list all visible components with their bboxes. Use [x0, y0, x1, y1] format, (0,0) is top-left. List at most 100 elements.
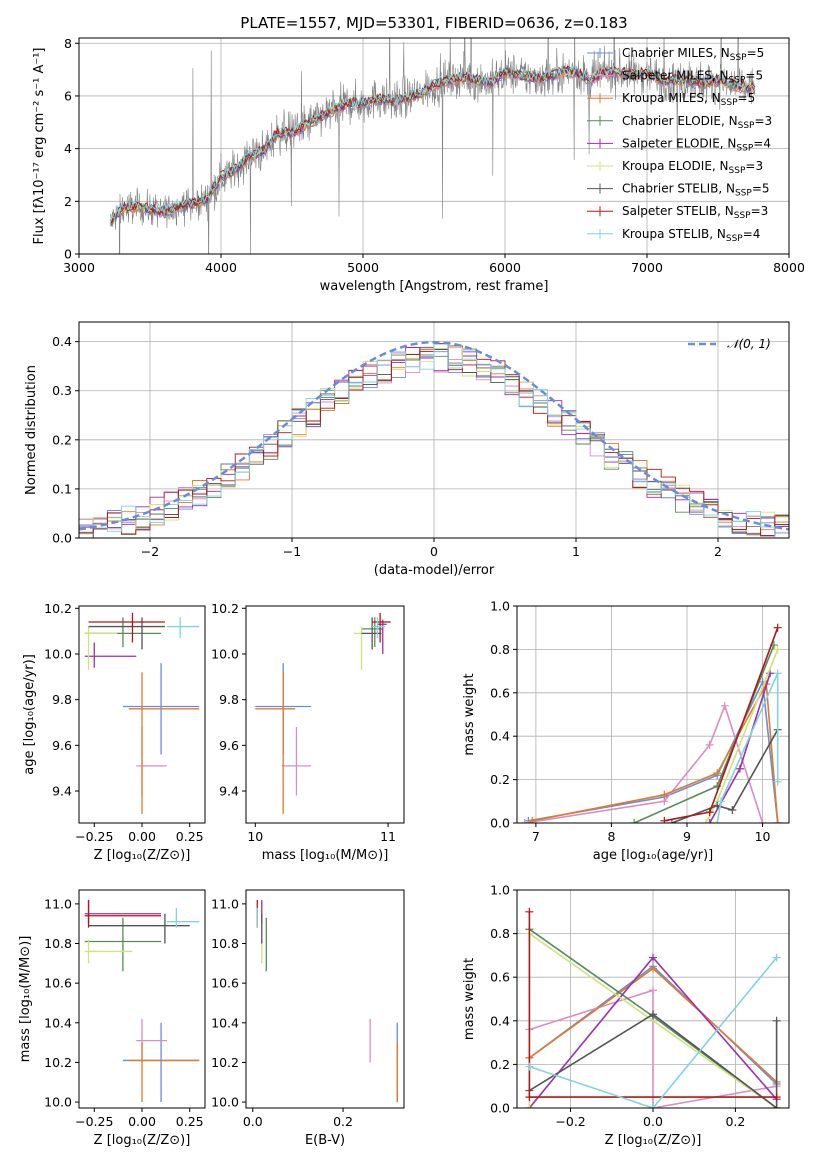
weight-marker [773, 669, 782, 678]
weight-marker [720, 701, 729, 710]
residuals-ylabel: Normed distribution [24, 365, 39, 495]
weight-line [528, 1013, 778, 1108]
ebv-mass-ytick-label: 10.2 [211, 1055, 239, 1070]
spectrum-xtick-label: 5000 [347, 260, 379, 275]
age-weight-ytick-label: 0.6 [490, 685, 510, 700]
z-mass-xtick-label: −0.25 [75, 1114, 113, 1129]
ebv-mass-xtick-label: 0.0 [243, 1114, 263, 1129]
z-weight-ytick-label: 0.2 [490, 1057, 510, 1072]
weight-marker [649, 1104, 657, 1108]
ebv-mass-ytick-label: 11.0 [211, 896, 239, 911]
weight-marker [660, 790, 669, 799]
weight-marker [525, 1104, 534, 1108]
ebv-mass-ytick-label: 10.6 [211, 976, 239, 991]
legend-nssp: =3 [754, 114, 772, 128]
weight-marker [701, 819, 710, 823]
legend-nssp: =5 [745, 69, 763, 83]
weight-marker [758, 819, 767, 823]
z-weight-ytick-label: 0.6 [490, 970, 510, 985]
legend-subscript: SSP [730, 53, 747, 63]
mass-age-xlabel: mass [log₁₀(M/M⊙)] [262, 848, 389, 863]
age-weight-xtick-label: 10 [755, 829, 771, 844]
z-mass-frame [78, 889, 206, 1109]
spectrum-ytick-label: 2 [64, 194, 72, 209]
z-weight-ytick-label: 1.0 [490, 883, 510, 898]
ebv-mass-frame [245, 889, 405, 1109]
mass-age-ytick-label: 9.6 [219, 738, 239, 753]
residuals-xtick-label: −1 [283, 544, 301, 559]
spectrum-xlabel: wavelength [Angstrom, rest frame] [320, 279, 549, 294]
legend-label: Kroupa STELIB, NSSP=4 [622, 227, 760, 244]
spectrum-frame [78, 37, 790, 255]
weight-marker [773, 645, 782, 654]
weight-marker [735, 764, 744, 773]
ebv-mass-xtick-label: 0.2 [333, 1114, 353, 1129]
legend-nssp: =5 [738, 91, 756, 105]
z-mass-ytick-label: 10.6 [44, 976, 72, 991]
residuals-frame [78, 321, 790, 539]
legend-nssp: =5 [752, 182, 770, 196]
spectrum-xtick-label: 6000 [489, 260, 521, 275]
legend-subscript: SSP [736, 143, 753, 153]
mass-age-panel: 10 11 9.4 9.6 9.8 10.0 10.2 mass [log₁₀(M/M⊙)] [211, 601, 405, 863]
weight-marker [772, 1016, 781, 1025]
residuals-xtick-label: 1 [572, 544, 580, 559]
legend-subscript: SSP [729, 76, 746, 86]
z-weight-xtick-label: 0.2 [725, 1114, 745, 1129]
z-mass-ytick-label: 10.2 [44, 1055, 72, 1070]
z-mass-ytick-label: 11.0 [44, 896, 72, 911]
weight-marker [630, 819, 639, 823]
legend-label: Salpeter STELIB, NSSP=3 [622, 204, 768, 221]
z-weight-frame [516, 889, 790, 1109]
z-weight-ylabel: mass weight [462, 958, 477, 1040]
weight-marker [728, 805, 737, 814]
z-age-xtick-label: −0.25 [75, 829, 113, 844]
spectrum-ytick-label: 6 [64, 88, 72, 103]
legend-subscript: SSP [721, 98, 738, 108]
legend-label: Chabrier MILES, NSSP=5 [622, 46, 764, 63]
z-age-frame [78, 605, 206, 824]
residuals-xtick-label: 2 [714, 544, 722, 559]
spectrum-ytick-label: 4 [64, 141, 72, 156]
z-mass-ytick-label: 10.4 [44, 1015, 72, 1030]
spectrum-xtick-label: 3000 [63, 260, 95, 275]
z-weight-ytick-label: 0.8 [490, 926, 510, 941]
spectrum-ytick-label: 8 [64, 36, 72, 51]
weight-marker [713, 819, 722, 823]
z-age-xtick-label: 0.25 [176, 829, 204, 844]
ebv-mass-ytick-label: 10.8 [211, 936, 239, 951]
z-age-ylabel: age [log₁₀(age/yr)] [22, 654, 37, 775]
legend-nssp: =3 [745, 159, 763, 173]
weight-marker [649, 964, 657, 973]
mass-age-ytick-label: 9.4 [219, 784, 239, 799]
z-mass-ylabel: mass [log₁₀(M/M⊙)] [18, 936, 33, 1063]
z-age-ytick-label: 10.0 [44, 646, 72, 661]
weight-marker [520, 819, 529, 823]
residuals-ytick-label: 0.3 [52, 383, 72, 398]
z-age-xlabel: Z [log₁₀(Z/Z⊙)] [94, 848, 191, 863]
weight-marker [772, 953, 781, 962]
residuals-ytick-label: 0.4 [52, 334, 72, 349]
age-weight-xtick-label: 9 [683, 829, 691, 844]
spectrum-title: PLATE=1557, MJD=53301, FIBERID=0636, z=0… [240, 14, 627, 32]
legend-label: Chabrier STELIB, NSSP=5 [622, 182, 770, 199]
legend-subscript: SSP [726, 234, 743, 244]
age-weight-panel: 7 8 9 10 0.0 0.2 0.4 0.6 0.8 1.0 age [log₁₀(age/yr… [462, 599, 790, 863]
weight-line [671, 729, 779, 823]
residuals-ytick-label: 0.1 [52, 481, 72, 496]
mass-age-xtick-label: 11 [380, 829, 396, 844]
weight-marker [773, 623, 782, 632]
age-weight-xtick-label: 8 [607, 829, 615, 844]
residuals-ytick-label: 0.0 [52, 531, 72, 546]
age-weight-frame [516, 605, 790, 824]
spectrum-model-line [109, 64, 756, 225]
legend-subscript: SSP [729, 166, 746, 176]
z-weight-xlabel: Z [log₁₀(Z/Z⊙)] [605, 1133, 702, 1148]
spectrum-xtick-label: 4000 [205, 260, 237, 275]
weight-marker [705, 819, 714, 823]
age-weight-xlabel: age [log₁₀(age/yr)] [593, 848, 714, 863]
weight-marker [772, 1104, 781, 1108]
mass-age-ytick-label: 9.8 [219, 692, 239, 707]
z-mass-xlabel: Z [log₁₀(Z/Z⊙)] [94, 1133, 191, 1148]
mass-age-ytick-label: 10.2 [211, 601, 239, 616]
